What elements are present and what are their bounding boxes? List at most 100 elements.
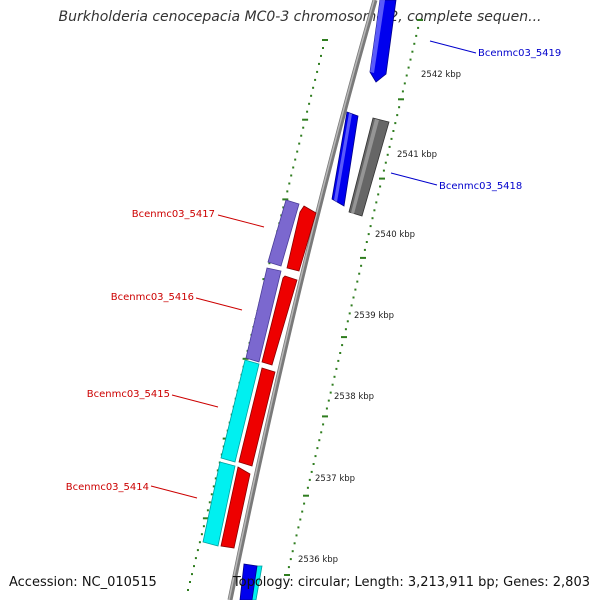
minor-tick	[314, 78, 317, 81]
minor-tick	[318, 62, 320, 65]
minor-tick	[194, 557, 197, 560]
minor-tick	[337, 359, 340, 362]
minor-tick	[296, 150, 299, 153]
minor-tick	[206, 509, 209, 512]
minor-tick	[360, 264, 363, 267]
minor-tick	[208, 501, 211, 504]
minor-tick	[196, 549, 199, 552]
minor-tick	[390, 137, 393, 140]
minor-tick	[388, 145, 391, 148]
minor-tick	[320, 431, 323, 434]
minor-tick	[386, 153, 389, 156]
minor-tick	[294, 158, 297, 161]
gene-track-left	[202, 199, 300, 600]
minor-tick	[384, 161, 387, 164]
minor-tick	[373, 209, 376, 212]
major-tick	[398, 98, 404, 101]
minor-tick	[341, 344, 344, 347]
minor-tick	[417, 26, 420, 29]
minor-tick	[216, 469, 219, 472]
minor-tick	[303, 502, 306, 505]
minor-tick	[354, 288, 357, 291]
minor-tick	[358, 272, 361, 275]
minor-tick	[405, 74, 408, 77]
minor-tick	[352, 296, 355, 299]
minor-tick	[308, 102, 311, 105]
minor-tick	[413, 42, 416, 45]
kbp-labels: 2542 kbp 2541 kbp 2540 kbp 2539 kbp 2538…	[298, 70, 461, 565]
minor-tick	[292, 166, 295, 169]
minor-tick	[189, 581, 191, 583]
minor-tick	[298, 142, 301, 145]
minor-tick	[403, 82, 406, 85]
minor-tick	[310, 470, 313, 473]
kbp-label-2539: 2539 kbp	[354, 311, 394, 321]
gene-label-5419: Bcenmc03_5419	[478, 48, 561, 59]
tick-track-right	[284, 19, 423, 576]
major-tick	[302, 118, 309, 121]
minor-tick	[306, 110, 309, 113]
minor-tick	[382, 169, 385, 172]
minor-tick	[325, 407, 328, 410]
major-tick	[417, 19, 423, 21]
minor-tick	[344, 328, 347, 331]
kbp-label-2542: 2542 kbp	[421, 70, 461, 80]
kbp-label-2537: 2537 kbp	[315, 474, 355, 484]
kbp-label-2538: 2538 kbp	[334, 392, 374, 402]
minor-tick	[379, 185, 382, 188]
label-leaders	[150, 40, 477, 499]
minor-tick	[200, 533, 203, 536]
major-tick	[322, 39, 328, 41]
minor-tick	[365, 241, 368, 243]
minor-tick	[396, 114, 399, 117]
major-tick	[303, 494, 309, 497]
minor-tick	[212, 485, 215, 488]
minor-tick	[375, 201, 378, 204]
kbp-label-2541: 2541 kbp	[397, 150, 437, 160]
major-tick	[282, 198, 289, 201]
minor-tick	[310, 94, 313, 97]
minor-tick	[210, 493, 213, 496]
minor-tick	[318, 439, 321, 442]
chromosome-backbone	[227, 0, 378, 600]
gene-label-5416: Bcenmc03_5416	[111, 292, 194, 303]
minor-tick	[316, 70, 319, 73]
gene-bcenmc03-5419[interactable]	[369, 0, 397, 83]
minor-tick	[409, 58, 412, 61]
minor-tick	[392, 130, 395, 132]
minor-tick	[286, 190, 289, 193]
minor-tick	[407, 66, 410, 69]
minor-tick	[367, 233, 370, 236]
minor-tick	[290, 174, 293, 177]
minor-tick	[288, 182, 291, 185]
minor-tick	[331, 383, 334, 386]
minor-tick	[301, 510, 304, 513]
minor-tick	[282, 206, 285, 209]
minor-tick	[312, 86, 315, 89]
gene-label-5415: Bcenmc03_5415	[87, 389, 170, 400]
minor-tick	[371, 217, 374, 220]
gene-bcenmc03-5418[interactable]	[331, 111, 390, 217]
minor-tick	[363, 248, 366, 251]
major-tick	[341, 336, 347, 339]
major-tick	[242, 357, 249, 360]
minor-tick	[312, 463, 315, 465]
minor-tick	[346, 320, 349, 323]
minor-tick	[214, 477, 217, 480]
minor-tick	[191, 573, 193, 576]
minor-tick	[327, 399, 330, 402]
cds-track-left	[220, 205, 317, 600]
minor-tick	[202, 525, 205, 528]
minor-tick	[297, 526, 300, 529]
minor-tick	[415, 34, 418, 37]
major-tick	[360, 256, 366, 259]
minor-tick	[287, 566, 290, 569]
minor-tick	[335, 367, 338, 370]
minor-tick	[377, 193, 380, 196]
kbp-label-2540: 2540 kbp	[375, 230, 415, 240]
minor-tick	[293, 542, 296, 545]
minor-tick	[314, 455, 317, 458]
minor-tick	[350, 304, 353, 307]
minor-tick	[333, 375, 336, 378]
